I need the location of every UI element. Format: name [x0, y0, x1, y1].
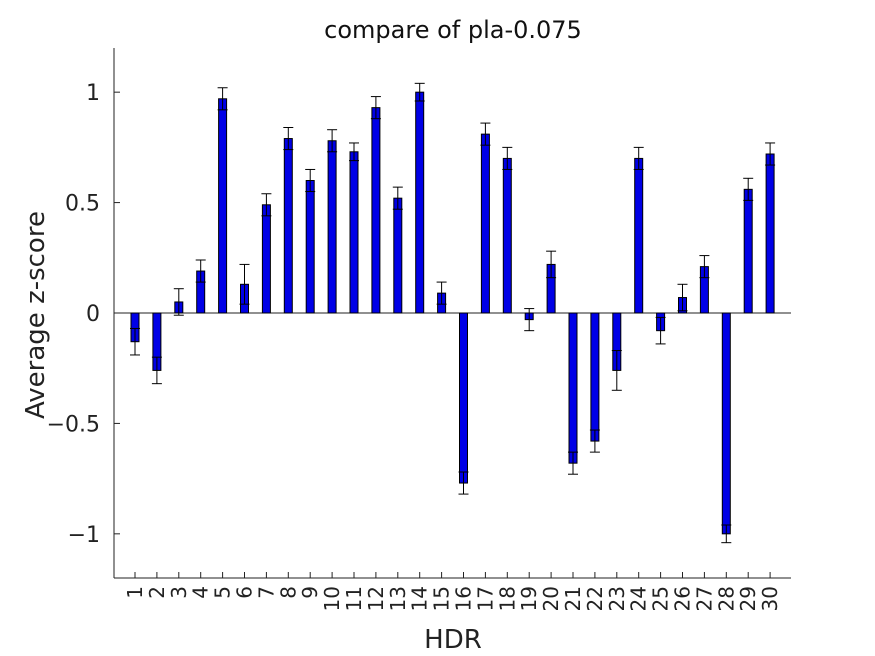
bar — [393, 197, 403, 314]
x-tick-label: 25 — [649, 586, 673, 611]
x-tick-label: 20 — [539, 586, 563, 611]
bar — [502, 157, 512, 314]
x-tick-label: 11 — [342, 586, 366, 611]
bar — [371, 107, 381, 314]
bar — [765, 153, 775, 314]
bar — [327, 140, 337, 314]
y-tick-label: 0 — [86, 302, 100, 327]
x-tick-label: 19 — [517, 586, 541, 611]
bar — [568, 312, 578, 464]
y-tick-label: 1 — [86, 81, 100, 106]
x-tick-label: 14 — [408, 586, 432, 611]
bar — [480, 133, 490, 314]
x-tick-label: 29 — [736, 586, 760, 611]
bar — [305, 180, 315, 314]
x-tick-label: 6 — [233, 586, 257, 599]
x-tick-label: 2 — [145, 586, 169, 599]
bar — [634, 157, 644, 314]
x-tick-label: 26 — [671, 586, 695, 611]
bar — [218, 98, 228, 314]
x-tick-label: 18 — [495, 586, 519, 611]
y-tick-label: −0.5 — [47, 412, 100, 437]
x-tick-label: 30 — [758, 586, 782, 611]
x-tick-label: 27 — [692, 586, 716, 611]
y-tick-label: 0.5 — [65, 192, 100, 217]
x-axis-label: HDR — [424, 625, 482, 655]
y-axis-label: Average z-score — [21, 211, 51, 419]
x-tick-label: 5 — [211, 586, 235, 599]
y-ticks: −1 −0.5 0 0.5 1 — [47, 81, 120, 548]
x-tick-label: 17 — [473, 586, 497, 611]
x-tick-label: 21 — [561, 586, 585, 611]
x-tick-label: 23 — [605, 586, 629, 611]
bar — [283, 138, 293, 314]
x-ticks: 1234567891011121314151617181920212223242… — [123, 572, 782, 611]
x-tick-label: 4 — [189, 586, 213, 599]
bar — [743, 188, 753, 314]
bar — [415, 91, 425, 314]
bars — [130, 91, 775, 535]
bar — [459, 312, 468, 484]
y-tick-label: −1 — [68, 523, 100, 548]
bar — [590, 312, 600, 442]
error-bars — [130, 82, 776, 544]
bar — [261, 204, 271, 314]
x-tick-label: 10 — [320, 586, 344, 611]
x-tick-label: 1 — [123, 586, 147, 599]
bar — [721, 312, 731, 535]
x-tick-label: 16 — [452, 586, 476, 611]
chart-title: compare of pla-0.075 — [324, 16, 582, 44]
x-tick-label: 7 — [254, 586, 278, 599]
x-tick-label: 12 — [364, 586, 388, 611]
x-tick-label: 13 — [386, 586, 410, 611]
x-tick-label: 9 — [298, 586, 322, 599]
x-tick-label: 3 — [167, 586, 191, 599]
x-tick-label: 24 — [627, 586, 651, 611]
x-tick-label: 22 — [583, 586, 607, 611]
x-tick-label: 8 — [276, 586, 300, 599]
x-tick-label: 28 — [714, 586, 738, 611]
bar — [349, 151, 359, 314]
x-tick-label: 15 — [430, 586, 454, 611]
